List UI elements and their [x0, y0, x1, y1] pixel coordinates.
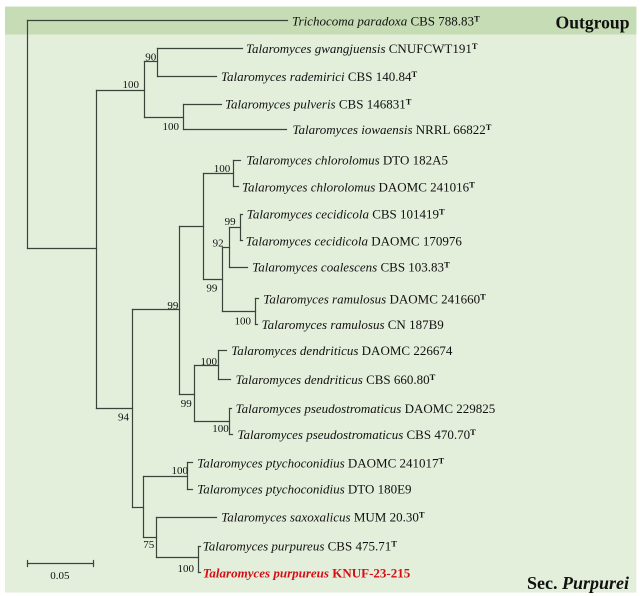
- svg-text:0.05: 0.05: [50, 570, 70, 582]
- svg-text:100: 100: [214, 163, 231, 175]
- svg-text:99: 99: [225, 216, 237, 228]
- svg-text:Talaromyces rademirici CBS 140: Talaromyces rademirici CBS 140.84T: [221, 69, 417, 84]
- svg-text:Outgroup: Outgroup: [556, 13, 630, 33]
- svg-text:100: 100: [163, 121, 180, 133]
- svg-text:75: 75: [143, 539, 155, 551]
- svg-text:Trichocoma paradoxa CBS 788.83: Trichocoma paradoxa CBS 788.83T: [292, 13, 480, 28]
- svg-text:100: 100: [178, 563, 195, 575]
- svg-text:Talaromyces pseudostromaticus: Talaromyces pseudostromaticus DAOMC 2298…: [236, 401, 496, 416]
- svg-text:100: 100: [172, 465, 189, 477]
- svg-text:Talaromyces pulveris CBS 14683: Talaromyces pulveris CBS 146831T: [225, 97, 412, 112]
- svg-text:92: 92: [213, 238, 224, 250]
- svg-text:Talaromyces saxoxalicus MUM 20: Talaromyces saxoxalicus MUM 20.30T: [221, 510, 425, 525]
- svg-text:Talaromyces chlorolomus DTO 18: Talaromyces chlorolomus DTO 182A5: [246, 152, 448, 167]
- svg-text:Talaromyces purpureus CBS 475.: Talaromyces purpureus CBS 475.71T: [203, 538, 398, 553]
- svg-text:99: 99: [206, 283, 218, 295]
- svg-text:Talaromyces ramulosus CN 187B9: Talaromyces ramulosus CN 187B9: [262, 317, 444, 332]
- svg-text:Talaromyces ptychoconidius DTO: Talaromyces ptychoconidius DTO 180E9: [197, 482, 411, 497]
- svg-text:94: 94: [118, 412, 130, 424]
- svg-text:Talaromyces purpureus KNUF-23-: Talaromyces purpureus KNUF-23-215: [203, 565, 411, 580]
- svg-text:90: 90: [145, 52, 157, 64]
- svg-text:Talaromyces gwangjuensis CNUFC: Talaromyces gwangjuensis CNUFCWT191T: [246, 41, 478, 56]
- svg-text:Talaromyces coalescens CBS 103: Talaromyces coalescens CBS 103.83T: [252, 260, 450, 275]
- svg-text:Talaromyces iowaensis NRRL 668: Talaromyces iowaensis NRRL 66822T: [293, 122, 492, 137]
- svg-text:100: 100: [123, 79, 140, 91]
- svg-text:Talaromyces dendriticus DAOMC: Talaromyces dendriticus DAOMC 226674: [231, 343, 453, 358]
- svg-text:99: 99: [167, 300, 179, 312]
- svg-text:Talaromyces cecidicola DAOMC 1: Talaromyces cecidicola DAOMC 170976: [246, 233, 463, 248]
- svg-text:Talaromyces ramulosus DAOMC 24: Talaromyces ramulosus DAOMC 241660T: [263, 291, 486, 306]
- svg-text:Talaromyces dendriticus CBS 66: Talaromyces dendriticus CBS 660.80T: [236, 372, 436, 387]
- svg-text:Talaromyces pseudostromaticus: Talaromyces pseudostromaticus CBS 470.70…: [238, 427, 477, 442]
- svg-text:Talaromyces cecidicola CBS 101: Talaromyces cecidicola CBS 101419T: [247, 207, 445, 222]
- svg-text:100: 100: [235, 316, 252, 328]
- svg-text:100: 100: [201, 356, 218, 368]
- svg-text:99: 99: [181, 398, 193, 410]
- svg-text:Talaromyces chlorolomus DAOMC: Talaromyces chlorolomus DAOMC 241016T: [242, 179, 475, 194]
- svg-text:Sec. Purpurei: Sec. Purpurei: [527, 573, 629, 593]
- svg-text:100: 100: [212, 423, 229, 435]
- svg-text:Talaromyces ptychoconidius DAO: Talaromyces ptychoconidius DAOMC 241017T: [197, 455, 444, 470]
